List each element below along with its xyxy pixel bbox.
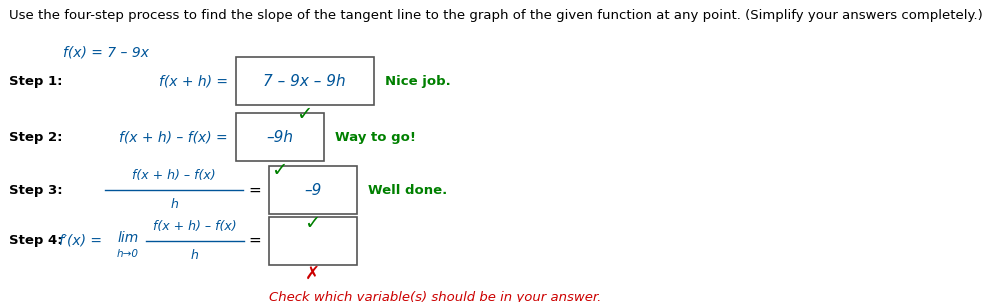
Text: =: = bbox=[248, 183, 261, 198]
Text: 7 – 9x – 9h: 7 – 9x – 9h bbox=[263, 74, 346, 89]
Text: ✓: ✓ bbox=[296, 105, 313, 124]
Text: f(x + h) – f(x): f(x + h) – f(x) bbox=[132, 169, 216, 182]
Text: –9: –9 bbox=[304, 183, 321, 198]
Text: Step 4:: Step 4: bbox=[9, 234, 63, 247]
Text: Use the four-step process to find the slope of the tangent line to the graph of : Use the four-step process to find the sl… bbox=[9, 9, 982, 22]
Text: ✓: ✓ bbox=[305, 214, 320, 233]
Text: Step 2:: Step 2: bbox=[9, 130, 62, 143]
FancyBboxPatch shape bbox=[236, 113, 323, 161]
FancyBboxPatch shape bbox=[236, 57, 374, 105]
Text: h: h bbox=[170, 198, 177, 211]
Text: Way to go!: Way to go! bbox=[335, 130, 416, 143]
Text: lim: lim bbox=[117, 231, 139, 245]
Text: Check which variable(s) should be in your answer.: Check which variable(s) should be in you… bbox=[268, 291, 600, 302]
Text: f′(x) =: f′(x) = bbox=[59, 234, 102, 248]
Text: ✓: ✓ bbox=[271, 161, 288, 180]
Text: f(x) = 7 – 9x: f(x) = 7 – 9x bbox=[63, 45, 149, 59]
Text: h: h bbox=[190, 249, 198, 262]
Text: h→0: h→0 bbox=[117, 249, 139, 259]
Text: –9h: –9h bbox=[266, 130, 293, 145]
Text: =: = bbox=[248, 233, 261, 248]
Text: Step 1:: Step 1: bbox=[9, 75, 62, 88]
FancyBboxPatch shape bbox=[268, 166, 357, 214]
Text: Step 3:: Step 3: bbox=[9, 184, 63, 197]
Text: f(x + h) =: f(x + h) = bbox=[159, 74, 228, 88]
Text: f(x + h) – f(x) =: f(x + h) – f(x) = bbox=[119, 130, 228, 144]
Text: Nice job.: Nice job. bbox=[385, 75, 451, 88]
Text: f(x + h) – f(x): f(x + h) – f(x) bbox=[153, 220, 237, 233]
Text: Well done.: Well done. bbox=[368, 184, 448, 197]
Text: ✗: ✗ bbox=[305, 265, 319, 283]
FancyBboxPatch shape bbox=[268, 217, 357, 265]
